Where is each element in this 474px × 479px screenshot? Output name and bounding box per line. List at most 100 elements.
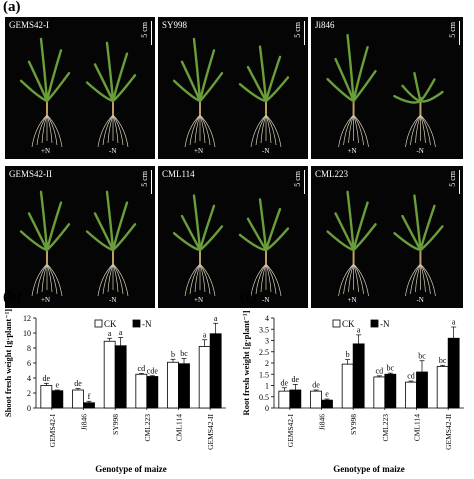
scale-label: 5 cm bbox=[448, 22, 457, 38]
plant-photo: GEMS42-I 5 cm +N -N bbox=[5, 17, 155, 159]
y-tick-label: 3.5 bbox=[259, 325, 269, 334]
maize-seedlings-illustration bbox=[19, 190, 137, 297]
genotype-label: SY998 bbox=[162, 20, 188, 30]
bar-minus-n bbox=[416, 371, 428, 409]
legend-label-ck: CK bbox=[104, 319, 117, 329]
legend-swatch-ck bbox=[94, 319, 103, 328]
bar-ck bbox=[436, 365, 449, 409]
seedling bbox=[393, 72, 444, 148]
seedling bbox=[172, 194, 224, 297]
treatment-label-minus-n: -N bbox=[262, 147, 270, 155]
bar-minus-n bbox=[352, 343, 365, 409]
seedling bbox=[85, 190, 137, 297]
bar-minus-n bbox=[209, 333, 222, 409]
genotype-label: CML114 bbox=[162, 169, 195, 179]
y-tick-label: 1 bbox=[265, 382, 269, 391]
x-tick-label: GEMS42-I bbox=[48, 414, 57, 448]
seedling bbox=[19, 37, 71, 148]
genotype-label: GEMS42-I bbox=[9, 20, 49, 30]
y-tick-label: 3 bbox=[265, 337, 269, 346]
scale-bar bbox=[459, 170, 460, 194]
bar-minus-n bbox=[83, 402, 95, 409]
plant-photo: Ji846 5 cm +N -N bbox=[311, 17, 463, 159]
panel-label-b: (b) bbox=[3, 289, 22, 305]
bar-ck bbox=[310, 390, 322, 409]
treatment-label-minus-n: -N bbox=[416, 147, 424, 155]
significance-letter: e bbox=[56, 381, 60, 390]
bar-minus-n bbox=[178, 363, 190, 409]
bar-minus-n bbox=[51, 390, 64, 409]
significance-letter: cde bbox=[147, 366, 159, 375]
bar-minus-n bbox=[447, 337, 460, 409]
significance-letter: de bbox=[312, 381, 320, 390]
significance-letter: cd bbox=[138, 364, 146, 373]
bar-minus-n bbox=[146, 376, 159, 409]
scale-bar bbox=[304, 21, 305, 45]
scale-label: 5 cm bbox=[448, 171, 457, 187]
bar-minus-n bbox=[289, 389, 302, 409]
legend-swatch-minus-n bbox=[370, 319, 379, 328]
genotype-label: Ji846 bbox=[315, 20, 335, 30]
y-tick-label: 0 bbox=[27, 404, 31, 413]
significance-letter: de bbox=[292, 375, 300, 384]
x-axis-title: Genotype of maize bbox=[95, 464, 166, 474]
significance-letter: de bbox=[43, 374, 51, 383]
significance-letter: bc bbox=[439, 356, 447, 365]
seedling bbox=[238, 198, 290, 297]
scale-label: 5 cm bbox=[293, 22, 302, 38]
significance-letter: cd bbox=[376, 366, 384, 375]
y-tick-label: 0 bbox=[265, 404, 269, 413]
seedling bbox=[238, 45, 290, 148]
significance-letter: e bbox=[325, 390, 329, 399]
x-tick-label: SY998 bbox=[349, 414, 358, 435]
treatment-label-plus-n: +N bbox=[194, 147, 204, 155]
seedling bbox=[393, 194, 444, 297]
y-axis-title: Root fresh weight [g·plant⁻¹] bbox=[241, 310, 251, 415]
y-tick-label: 0.5 bbox=[259, 393, 269, 402]
x-tick-label: SY998 bbox=[111, 414, 120, 435]
legend-label-minus-n: -N bbox=[142, 319, 152, 329]
seedling bbox=[326, 34, 377, 148]
significance-letter: de bbox=[281, 378, 289, 387]
panel-label-c: (c) bbox=[240, 289, 257, 305]
significance-letter: de bbox=[74, 379, 82, 388]
bar-ck bbox=[167, 361, 179, 409]
bar-minus-n bbox=[321, 399, 333, 409]
maize-seedlings-illustration bbox=[172, 194, 290, 297]
maize-seedlings-illustration bbox=[326, 34, 444, 148]
treatment-label-plus-n: +N bbox=[347, 296, 357, 304]
significance-letter: a bbox=[357, 325, 361, 334]
scale-bar bbox=[151, 21, 152, 45]
bar-ck bbox=[198, 346, 211, 409]
x-tick-label: Ji846 bbox=[318, 414, 327, 431]
significance-letter: a bbox=[203, 330, 207, 339]
significance-letter: bc bbox=[418, 351, 426, 360]
seedling bbox=[19, 190, 71, 297]
maize-seedlings-illustration bbox=[19, 37, 137, 148]
y-tick-label: 1.5 bbox=[259, 370, 269, 379]
plant-photo-grid: GEMS42-I 5 cm +N -N SY998 5 cm +N -N Ji846 5 cm +N… bbox=[5, 17, 468, 308]
seedling bbox=[85, 41, 137, 148]
x-tick-label: CML223 bbox=[381, 414, 390, 442]
y-tick-label: 2.5 bbox=[259, 348, 269, 357]
treatment-label-minus-n: -N bbox=[109, 147, 117, 155]
significance-letter: a bbox=[119, 328, 123, 337]
y-tick-label: 4 bbox=[27, 374, 31, 383]
legend-swatch-minus-n bbox=[132, 319, 141, 328]
significance-letter: a bbox=[108, 329, 112, 338]
bar-ck bbox=[103, 340, 116, 409]
maize-seedlings-illustration bbox=[172, 37, 290, 148]
y-tick-label: 2 bbox=[27, 389, 31, 398]
treatment-label-minus-n: -N bbox=[416, 296, 424, 304]
bar-ck bbox=[278, 390, 291, 409]
x-tick-label: CML114 bbox=[175, 414, 184, 441]
genotype-label: CML223 bbox=[315, 169, 349, 179]
significance-letter: a bbox=[452, 318, 456, 327]
x-tick-label: Ji846 bbox=[80, 414, 89, 431]
treatment-label-plus-n: +N bbox=[194, 296, 204, 304]
y-tick-label: 10 bbox=[23, 329, 31, 338]
treatment-label-minus-n: -N bbox=[262, 296, 270, 304]
x-tick-label: GEMS42-II bbox=[206, 414, 215, 450]
